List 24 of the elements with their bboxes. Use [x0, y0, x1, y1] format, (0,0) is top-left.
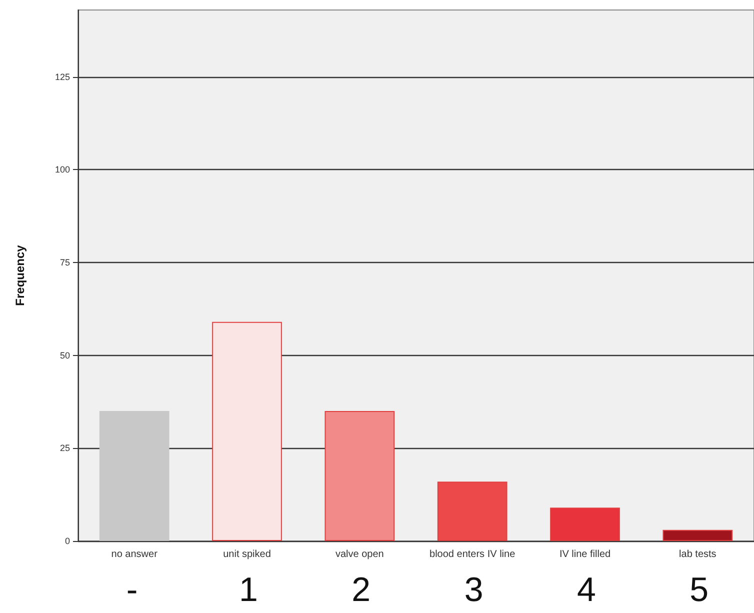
bar: [550, 508, 620, 541]
x-tick-label: unit spiked: [223, 549, 271, 560]
x-tick-label: blood enters IV line: [430, 549, 516, 560]
x-tick-label: no answer: [111, 549, 158, 560]
y-tick-label: 25: [60, 443, 70, 454]
text: 5: [690, 571, 709, 609]
text: 3: [464, 571, 484, 609]
x-tick-label: valve open: [335, 549, 384, 560]
y-axis-title: Frequency: [13, 244, 27, 306]
x-tick-label: lab tests: [679, 549, 716, 560]
text: -: [126, 571, 138, 609]
bar: [437, 482, 508, 541]
bar: [99, 411, 170, 541]
text: 1: [239, 571, 258, 609]
text: 4: [577, 571, 596, 609]
x-tick-label: IV line filled: [559, 549, 611, 560]
bar: [662, 530, 733, 541]
text: 2: [352, 571, 371, 609]
bar: [324, 411, 395, 541]
y-tick-label: 0: [64, 536, 70, 546]
y-tick-label: 75: [60, 258, 70, 268]
y-tick-label: 100: [54, 164, 70, 175]
y-tick-label: 125: [54, 72, 70, 82]
y-tick-label: 50: [60, 350, 70, 360]
